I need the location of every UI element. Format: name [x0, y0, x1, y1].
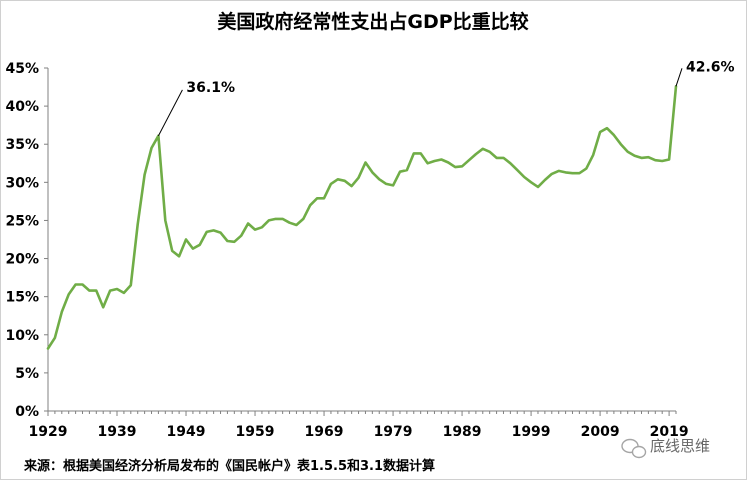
annotation-leader [157, 89, 183, 137]
x-tick-label: 1969 [305, 424, 344, 440]
x-tick-label: 1949 [167, 424, 206, 440]
y-tick-label: 10% [5, 328, 39, 344]
annotation-leader [675, 68, 683, 87]
x-tick-label: 1979 [374, 424, 413, 440]
source-note: 来源：根据美国经济分析局发布的《国民帐户》表1.5.5和3.1数据计算 [23, 458, 435, 474]
y-tick-label: 45% [5, 61, 39, 77]
series [46, 85, 678, 350]
x-tick-label: 1999 [512, 424, 551, 440]
annotation-label: 42.6% [686, 59, 735, 75]
x-tick-label: 1959 [236, 424, 275, 440]
y-tick-label: 35% [5, 137, 39, 153]
watermark-text: 底线思维 [650, 437, 710, 455]
x-tick-label: 1929 [29, 424, 68, 440]
y-tick-label: 5% [15, 366, 39, 382]
y-tick-label: 20% [5, 252, 39, 268]
x-tick-label: 1989 [443, 424, 482, 440]
x-tick-label: 2019 [650, 424, 689, 440]
axes: 0% 5% 10% 15% 20% 25% 30% 35% 40% 45% 1929 1939 1949… [5, 61, 688, 440]
x-tick-label: 2009 [581, 424, 620, 440]
annotations: 36.1% 42.6% [157, 59, 735, 137]
watermark: 底线思维 [621, 437, 710, 459]
y-tick-label: 30% [5, 175, 39, 191]
y-tick-label: 15% [5, 290, 39, 306]
wechat-icon [621, 438, 647, 459]
x-tick-label: 1939 [98, 424, 137, 440]
series-line [46, 85, 678, 350]
y-tick-label: 40% [5, 99, 39, 115]
annotation-label: 36.1% [186, 80, 235, 96]
y-tick-label: 25% [5, 213, 39, 229]
y-tick-label: 0% [15, 404, 39, 420]
chart-title: 美国政府经常性支出占GDP比重比较 [217, 10, 528, 33]
